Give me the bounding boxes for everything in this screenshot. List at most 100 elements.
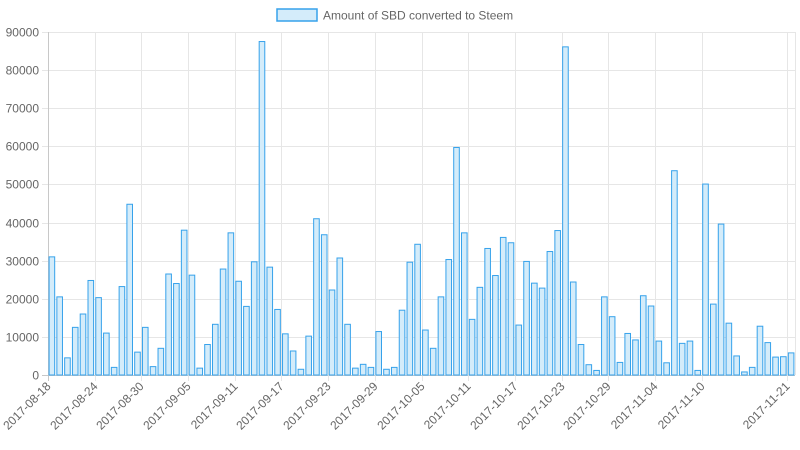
bar[interactable]	[367, 366, 375, 376]
bar[interactable]	[616, 361, 624, 376]
y-tick-label: 30000	[6, 255, 40, 269]
bar[interactable]	[772, 356, 779, 376]
bar[interactable]	[282, 333, 289, 376]
bar[interactable]	[243, 305, 250, 376]
bar[interactable]	[562, 46, 569, 376]
bar[interactable]	[149, 366, 157, 376]
bar[interactable]	[297, 368, 305, 376]
bar[interactable]	[336, 257, 344, 376]
bar[interactable]	[328, 289, 336, 376]
bar[interactable]	[180, 229, 188, 376]
bar[interactable]	[344, 323, 351, 376]
bar[interactable]	[48, 256, 56, 376]
bar[interactable]	[422, 329, 429, 376]
bar[interactable]	[531, 282, 538, 376]
bar[interactable]	[359, 363, 367, 376]
bar[interactable]	[274, 308, 281, 376]
bar[interactable]	[134, 351, 141, 376]
bar[interactable]	[118, 286, 126, 376]
bar[interactable]	[196, 367, 204, 376]
bar[interactable]	[157, 347, 165, 376]
bar[interactable]	[733, 355, 740, 376]
bar[interactable]	[476, 286, 484, 376]
bar[interactable]	[624, 332, 632, 376]
bar[interactable]	[678, 342, 686, 376]
bar[interactable]	[437, 296, 445, 376]
bar[interactable]	[468, 318, 476, 376]
bar[interactable]	[87, 279, 95, 376]
bar[interactable]	[429, 347, 437, 376]
bar[interactable]	[601, 296, 608, 376]
bar[interactable]	[787, 352, 795, 376]
bar[interactable]	[398, 309, 406, 376]
bar[interactable]	[313, 218, 320, 376]
bar[interactable]	[95, 297, 102, 376]
bar[interactable]	[219, 268, 227, 376]
bar[interactable]	[780, 356, 787, 376]
bar[interactable]	[188, 274, 196, 376]
bar[interactable]	[383, 368, 390, 376]
bar[interactable]	[204, 344, 211, 376]
bar[interactable]	[64, 357, 71, 376]
bar[interactable]	[71, 326, 79, 376]
bar[interactable]	[103, 332, 110, 376]
bar[interactable]	[258, 41, 266, 376]
bar[interactable]	[639, 295, 647, 376]
bar[interactable]	[352, 367, 359, 376]
bar[interactable]	[227, 232, 235, 376]
bar[interactable]	[492, 275, 499, 376]
bar[interactable]	[110, 366, 118, 376]
bar[interactable]	[663, 362, 670, 376]
bar[interactable]	[235, 280, 242, 376]
bar[interactable]	[748, 366, 756, 376]
bar[interactable]	[375, 331, 382, 376]
bar[interactable]	[305, 335, 312, 376]
bar[interactable]	[694, 369, 702, 376]
bar[interactable]	[289, 350, 297, 376]
bar[interactable]	[445, 259, 453, 376]
bar[interactable]	[546, 251, 554, 376]
bar[interactable]	[266, 266, 274, 376]
bar[interactable]	[686, 340, 694, 376]
bar[interactable]	[515, 324, 523, 376]
bar[interactable]	[79, 313, 87, 376]
bar[interactable]	[702, 183, 709, 376]
bar[interactable]	[507, 242, 515, 376]
bar[interactable]	[250, 261, 258, 376]
bar[interactable]	[461, 232, 468, 376]
bar[interactable]	[126, 203, 134, 376]
bar[interactable]	[585, 364, 593, 376]
bar[interactable]	[710, 303, 717, 376]
bar[interactable]	[165, 273, 172, 376]
bar[interactable]	[647, 305, 655, 376]
bar[interactable]	[56, 296, 63, 376]
bar[interactable]	[671, 170, 678, 376]
bar[interactable]	[655, 340, 663, 376]
bar[interactable]	[764, 342, 772, 376]
bar[interactable]	[173, 283, 180, 376]
legend[interactable]: Amount of SBD converted to Steem	[276, 8, 513, 23]
bar[interactable]	[538, 287, 546, 376]
bar[interactable]	[414, 243, 421, 376]
bar[interactable]	[406, 261, 414, 376]
bar[interactable]	[453, 146, 460, 376]
bar[interactable]	[577, 344, 585, 376]
bar[interactable]	[320, 234, 328, 376]
bar[interactable]	[212, 323, 219, 376]
bar[interactable]	[499, 236, 507, 376]
bar[interactable]	[741, 371, 748, 376]
bar[interactable]	[390, 366, 398, 376]
bar[interactable]	[593, 369, 600, 376]
bar[interactable]	[725, 322, 733, 376]
bar[interactable]	[554, 230, 561, 376]
bar[interactable]	[523, 260, 530, 376]
bar[interactable]	[141, 326, 149, 376]
bar[interactable]	[484, 247, 491, 376]
bar[interactable]	[569, 281, 577, 376]
bar[interactable]	[632, 339, 639, 376]
y-tick-label: 10000	[6, 331, 40, 345]
bars	[48, 41, 795, 376]
bar[interactable]	[756, 325, 764, 376]
bar[interactable]	[717, 223, 725, 376]
bar[interactable]	[608, 316, 616, 376]
